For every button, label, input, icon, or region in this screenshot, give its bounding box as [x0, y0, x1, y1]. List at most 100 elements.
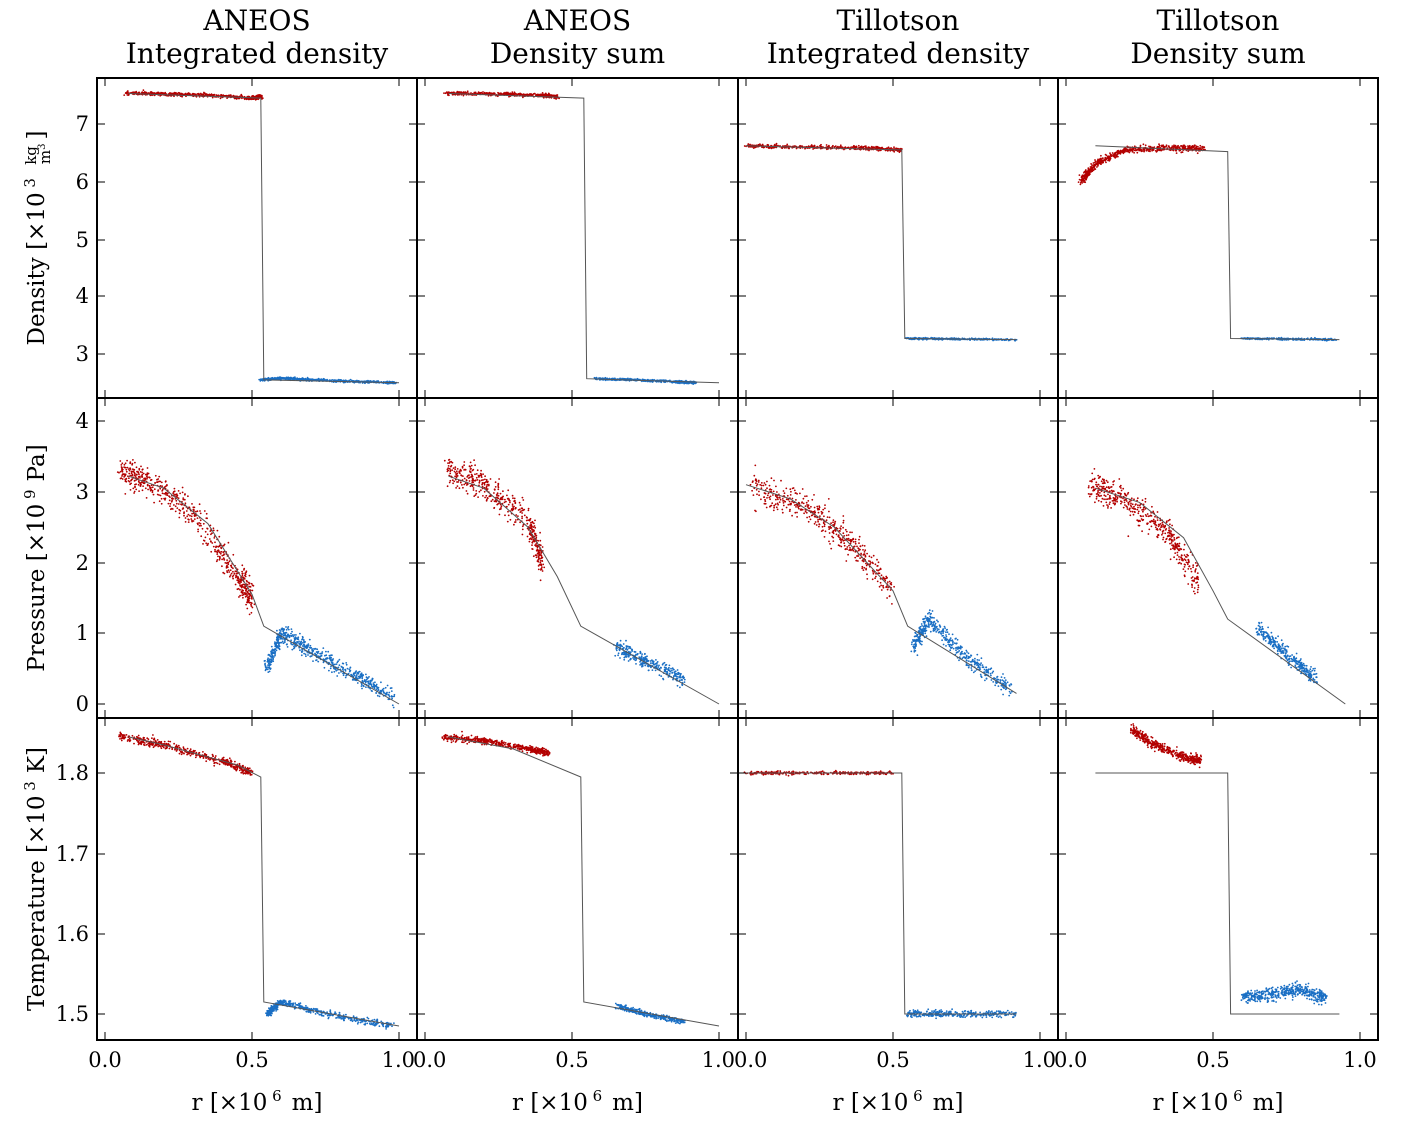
particle-point	[278, 642, 281, 645]
reference-line	[128, 93, 400, 384]
particle-point	[537, 93, 540, 96]
particle-point	[1133, 151, 1135, 154]
particle-point	[1143, 148, 1146, 151]
particle-point	[834, 145, 837, 148]
particle-point	[151, 491, 154, 494]
particle-point	[308, 646, 311, 649]
particle-point	[227, 563, 230, 566]
particle-point	[150, 91, 152, 93]
particle-point	[124, 466, 127, 469]
particle-point	[226, 559, 229, 561]
particle-point	[290, 639, 292, 642]
particle-point	[223, 558, 225, 560]
particle-point	[289, 634, 291, 637]
particle-point	[851, 146, 854, 149]
particle-point	[1142, 143, 1145, 146]
particle-point	[303, 641, 306, 644]
particle-point	[245, 98, 248, 101]
particle-point	[300, 640, 303, 643]
particle-point	[1174, 144, 1177, 147]
particle-point	[123, 476, 125, 478]
particle-point	[140, 481, 143, 484]
particle-point	[164, 480, 167, 483]
particle-point	[181, 92, 183, 95]
particle-point	[386, 380, 389, 383]
particle-point	[1108, 159, 1111, 162]
particle-point	[207, 542, 210, 545]
particle-point	[199, 519, 202, 522]
particle-point	[283, 641, 286, 644]
particle-point	[1091, 164, 1093, 167]
particle-point	[281, 638, 284, 640]
particle-point	[201, 527, 204, 530]
particle-point	[230, 566, 233, 569]
y-tick-label: 6	[76, 170, 89, 194]
particle-point	[840, 146, 842, 149]
panel-r0-c2	[737, 77, 1059, 399]
particle-point	[127, 475, 129, 478]
particle-point	[754, 146, 757, 149]
particle-point	[242, 583, 245, 586]
particle-point	[198, 524, 201, 527]
particle-point	[232, 553, 235, 556]
particle-point	[833, 146, 836, 148]
particle-point	[807, 145, 810, 148]
particle-point	[220, 94, 223, 97]
particle-point	[146, 477, 148, 480]
particle-point	[186, 92, 189, 95]
particle-point	[503, 92, 506, 95]
particle-point	[199, 510, 201, 512]
particle-point	[307, 654, 309, 656]
particle-point	[151, 486, 154, 489]
particle-point	[124, 92, 127, 94]
particle-point	[1179, 145, 1182, 147]
particle-point	[139, 471, 142, 473]
particle-point	[274, 653, 276, 655]
particle-point	[131, 470, 134, 473]
particle-point	[1188, 144, 1191, 147]
particle-point	[243, 567, 246, 570]
particle-point	[184, 502, 187, 505]
particle-point	[271, 655, 273, 658]
particle-point	[274, 644, 277, 647]
particle-point	[1144, 144, 1147, 147]
particle-point	[264, 665, 267, 667]
particle-point	[1183, 144, 1186, 147]
particle-point	[825, 144, 828, 146]
particle-point	[242, 593, 245, 596]
particle-point	[1151, 149, 1153, 152]
particle-point	[123, 463, 126, 466]
particle-point	[209, 540, 212, 543]
particle-point	[250, 605, 253, 607]
particle-point	[197, 523, 199, 526]
particle-point	[134, 91, 137, 94]
particle-point	[251, 589, 254, 592]
particle-point	[1187, 145, 1189, 147]
particle-point	[1084, 177, 1087, 180]
particle-point	[129, 489, 132, 491]
particle-point	[301, 645, 304, 647]
particle-point	[1094, 159, 1096, 161]
particle-point	[188, 518, 190, 521]
particle-point	[130, 482, 133, 485]
particle-point	[482, 91, 484, 93]
particle-point	[133, 490, 136, 493]
particle-point	[256, 95, 259, 98]
inner-particles	[123, 89, 264, 101]
particle-point	[134, 461, 136, 464]
particle-point	[126, 90, 129, 92]
particle-point	[186, 515, 189, 518]
particle-point	[877, 147, 880, 150]
particle-point	[244, 585, 247, 588]
particle-point	[1136, 151, 1139, 154]
particle-point	[1112, 154, 1114, 157]
particle-point	[839, 144, 842, 147]
particle-point	[278, 635, 280, 638]
particle-point	[269, 663, 272, 666]
particle-point	[612, 377, 614, 380]
particle-point	[819, 144, 821, 147]
particle-point	[157, 478, 160, 480]
particle-point	[125, 468, 128, 471]
particle-point	[278, 632, 281, 635]
particle-point	[183, 511, 186, 513]
